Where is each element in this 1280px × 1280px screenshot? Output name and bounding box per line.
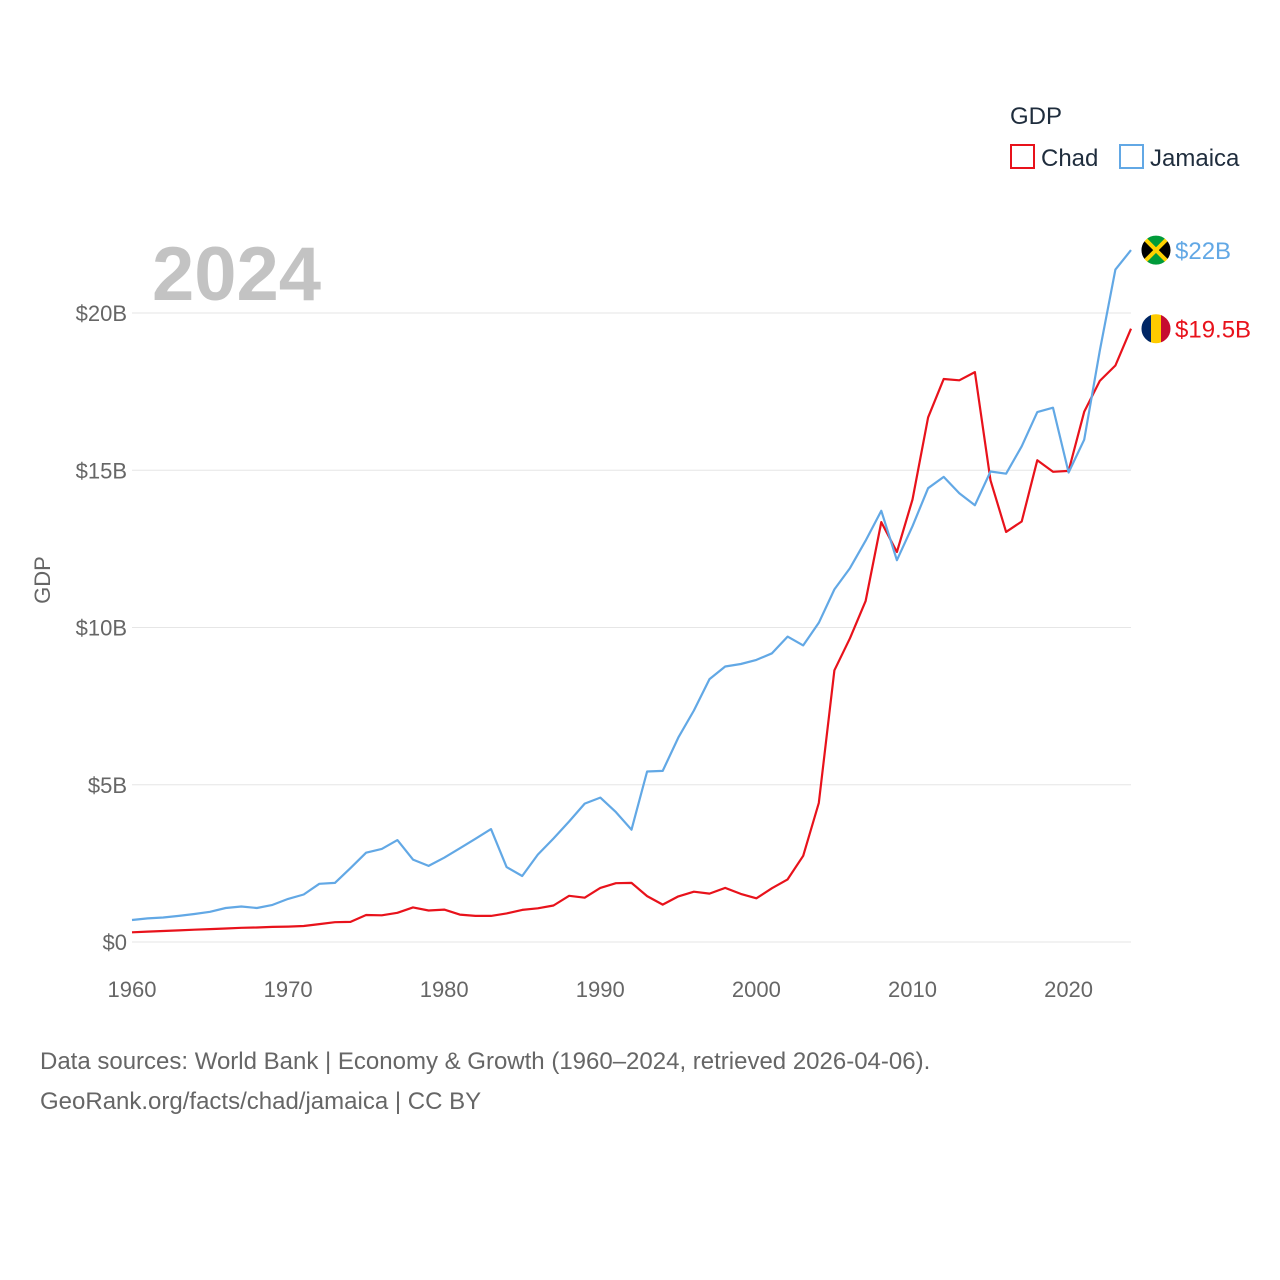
y-tick-label: $10B xyxy=(76,616,127,641)
x-tick-label: 2020 xyxy=(1044,977,1093,1002)
legend-label-chad: Chad xyxy=(1041,145,1098,172)
series-line-chad xyxy=(131,328,1133,934)
y-tick-label: $15B xyxy=(76,458,127,483)
legend-title: GDP xyxy=(1010,103,1062,130)
y-axis: $0 $5B $10B $15B $20B xyxy=(76,301,127,955)
x-axis: 1960 1970 1980 1990 2000 2010 2020 xyxy=(108,977,1094,1002)
legend: GDP Chad Jamaica xyxy=(1010,103,1240,172)
y-tick-label: $5B xyxy=(88,773,127,798)
series-lines xyxy=(131,249,1133,934)
x-tick-label: 1960 xyxy=(108,977,157,1002)
source-note: Data sources: World Bank | Economy & Gro… xyxy=(40,1042,930,1122)
x-tick-label: 1990 xyxy=(576,977,625,1002)
end-labels: $19.5B $22B xyxy=(1140,234,1251,345)
x-tick-label: 1980 xyxy=(420,977,469,1002)
chad-flag-icon xyxy=(1141,313,1171,344)
legend-label-jamaica: Jamaica xyxy=(1150,145,1240,172)
source-line-2: GeoRank.org/facts/chad/jamaica | CC BY xyxy=(40,1088,482,1115)
end-label-jamaica: $22B xyxy=(1175,238,1231,265)
legend-swatch-chad xyxy=(1010,144,1035,169)
legend-swatch-jamaica xyxy=(1119,144,1144,169)
y-axis-title: GDP xyxy=(30,556,55,604)
jamaica-flag-icon xyxy=(1141,235,1171,266)
x-tick-label: 1970 xyxy=(264,977,313,1002)
year-label: 2024 xyxy=(152,232,321,317)
y-tick-label: $20B xyxy=(76,301,127,326)
end-label-chad: $19.5B xyxy=(1175,317,1251,344)
x-tick-label: 2000 xyxy=(732,977,781,1002)
x-tick-label: 2010 xyxy=(888,977,937,1002)
source-line-1: Data sources: World Bank | Economy & Gro… xyxy=(40,1048,931,1075)
y-tick-label: $0 xyxy=(103,930,127,955)
series-line-jamaica xyxy=(131,249,1132,922)
grid-lines xyxy=(132,312,1131,943)
